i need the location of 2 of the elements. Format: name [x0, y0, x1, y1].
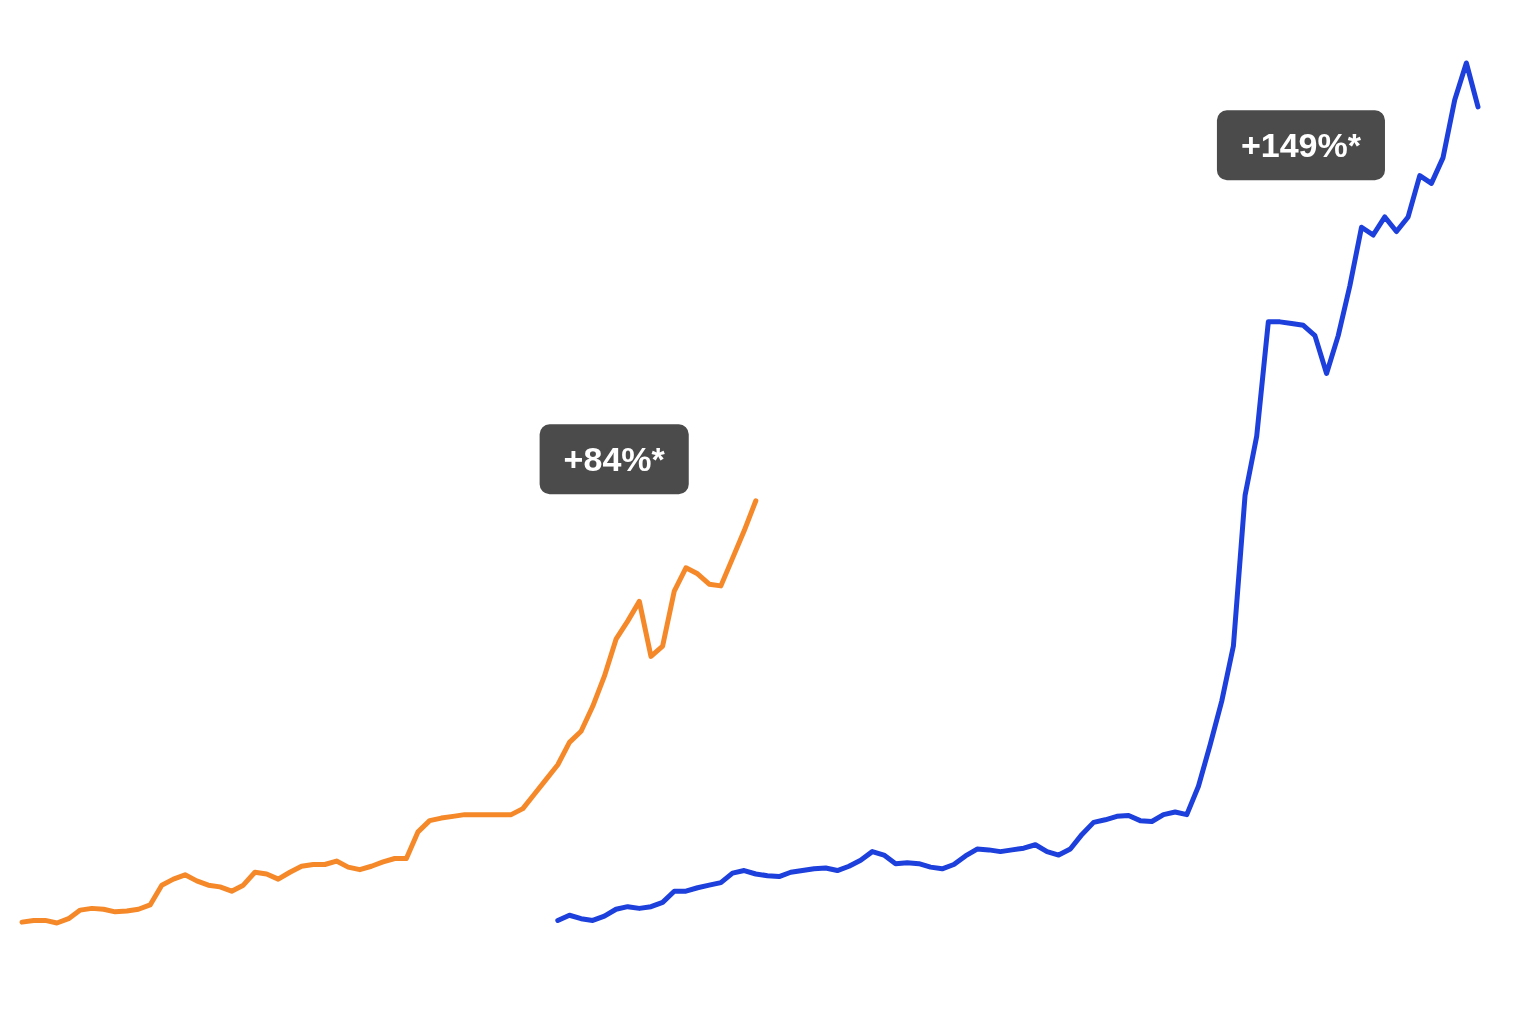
annotation: +149%* [1240, 125, 1362, 164]
annotation: +84%* [563, 439, 666, 478]
